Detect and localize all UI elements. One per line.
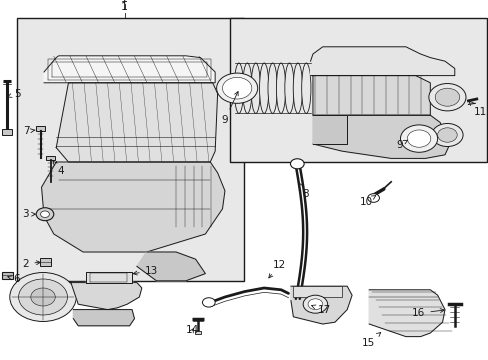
Bar	[2, 129, 12, 135]
Text: 14: 14	[185, 325, 199, 336]
Polygon shape	[71, 283, 142, 310]
Polygon shape	[368, 290, 444, 337]
Polygon shape	[312, 76, 429, 115]
Bar	[293, 286, 342, 297]
Bar	[2, 272, 13, 279]
Ellipse shape	[301, 63, 310, 113]
Circle shape	[10, 273, 76, 321]
Text: 5: 5	[8, 89, 20, 99]
Text: 9: 9	[221, 91, 238, 125]
Polygon shape	[137, 252, 205, 281]
Bar	[229, 18, 486, 162]
Circle shape	[434, 88, 459, 106]
Circle shape	[222, 77, 251, 99]
Polygon shape	[290, 286, 351, 324]
Polygon shape	[41, 162, 224, 252]
Ellipse shape	[234, 63, 243, 113]
Ellipse shape	[259, 63, 268, 113]
Ellipse shape	[242, 63, 251, 113]
Bar	[46, 156, 55, 160]
Circle shape	[202, 298, 215, 307]
Text: 6: 6	[8, 274, 20, 284]
Text: 11: 11	[468, 102, 486, 117]
Polygon shape	[56, 83, 217, 162]
Text: 2: 2	[22, 258, 40, 269]
Circle shape	[290, 159, 304, 169]
Circle shape	[31, 288, 55, 306]
Circle shape	[41, 211, 49, 217]
Circle shape	[216, 73, 257, 103]
Text: 3: 3	[21, 209, 35, 219]
Ellipse shape	[293, 63, 302, 113]
Polygon shape	[44, 56, 215, 83]
Bar	[40, 258, 51, 266]
Circle shape	[307, 299, 322, 310]
Text: 4: 4	[53, 161, 64, 176]
Ellipse shape	[267, 63, 277, 113]
Text: 7: 7	[22, 126, 35, 136]
Text: 12: 12	[268, 260, 285, 278]
Circle shape	[428, 84, 465, 111]
Ellipse shape	[276, 63, 285, 113]
Text: 1: 1	[121, 0, 128, 4]
Bar	[17, 18, 244, 281]
Text: 17: 17	[311, 305, 330, 315]
Text: 10: 10	[359, 195, 375, 207]
Text: 16: 16	[411, 308, 443, 318]
Polygon shape	[310, 47, 454, 76]
Circle shape	[19, 279, 67, 315]
Circle shape	[303, 295, 327, 313]
Bar	[36, 126, 45, 131]
Circle shape	[400, 125, 437, 152]
Ellipse shape	[251, 63, 260, 113]
Circle shape	[36, 208, 54, 221]
Text: 8: 8	[299, 183, 308, 199]
Circle shape	[407, 130, 430, 147]
Text: 1: 1	[121, 1, 128, 12]
Polygon shape	[312, 115, 346, 144]
Ellipse shape	[284, 63, 293, 113]
Text: 13: 13	[133, 266, 158, 276]
Polygon shape	[73, 310, 134, 326]
Polygon shape	[85, 272, 132, 283]
Circle shape	[431, 123, 462, 147]
Circle shape	[367, 194, 379, 202]
Text: 15: 15	[361, 333, 380, 348]
Text: 9: 9	[395, 140, 407, 150]
Polygon shape	[312, 115, 449, 158]
Circle shape	[437, 128, 456, 142]
Bar	[195, 331, 201, 334]
